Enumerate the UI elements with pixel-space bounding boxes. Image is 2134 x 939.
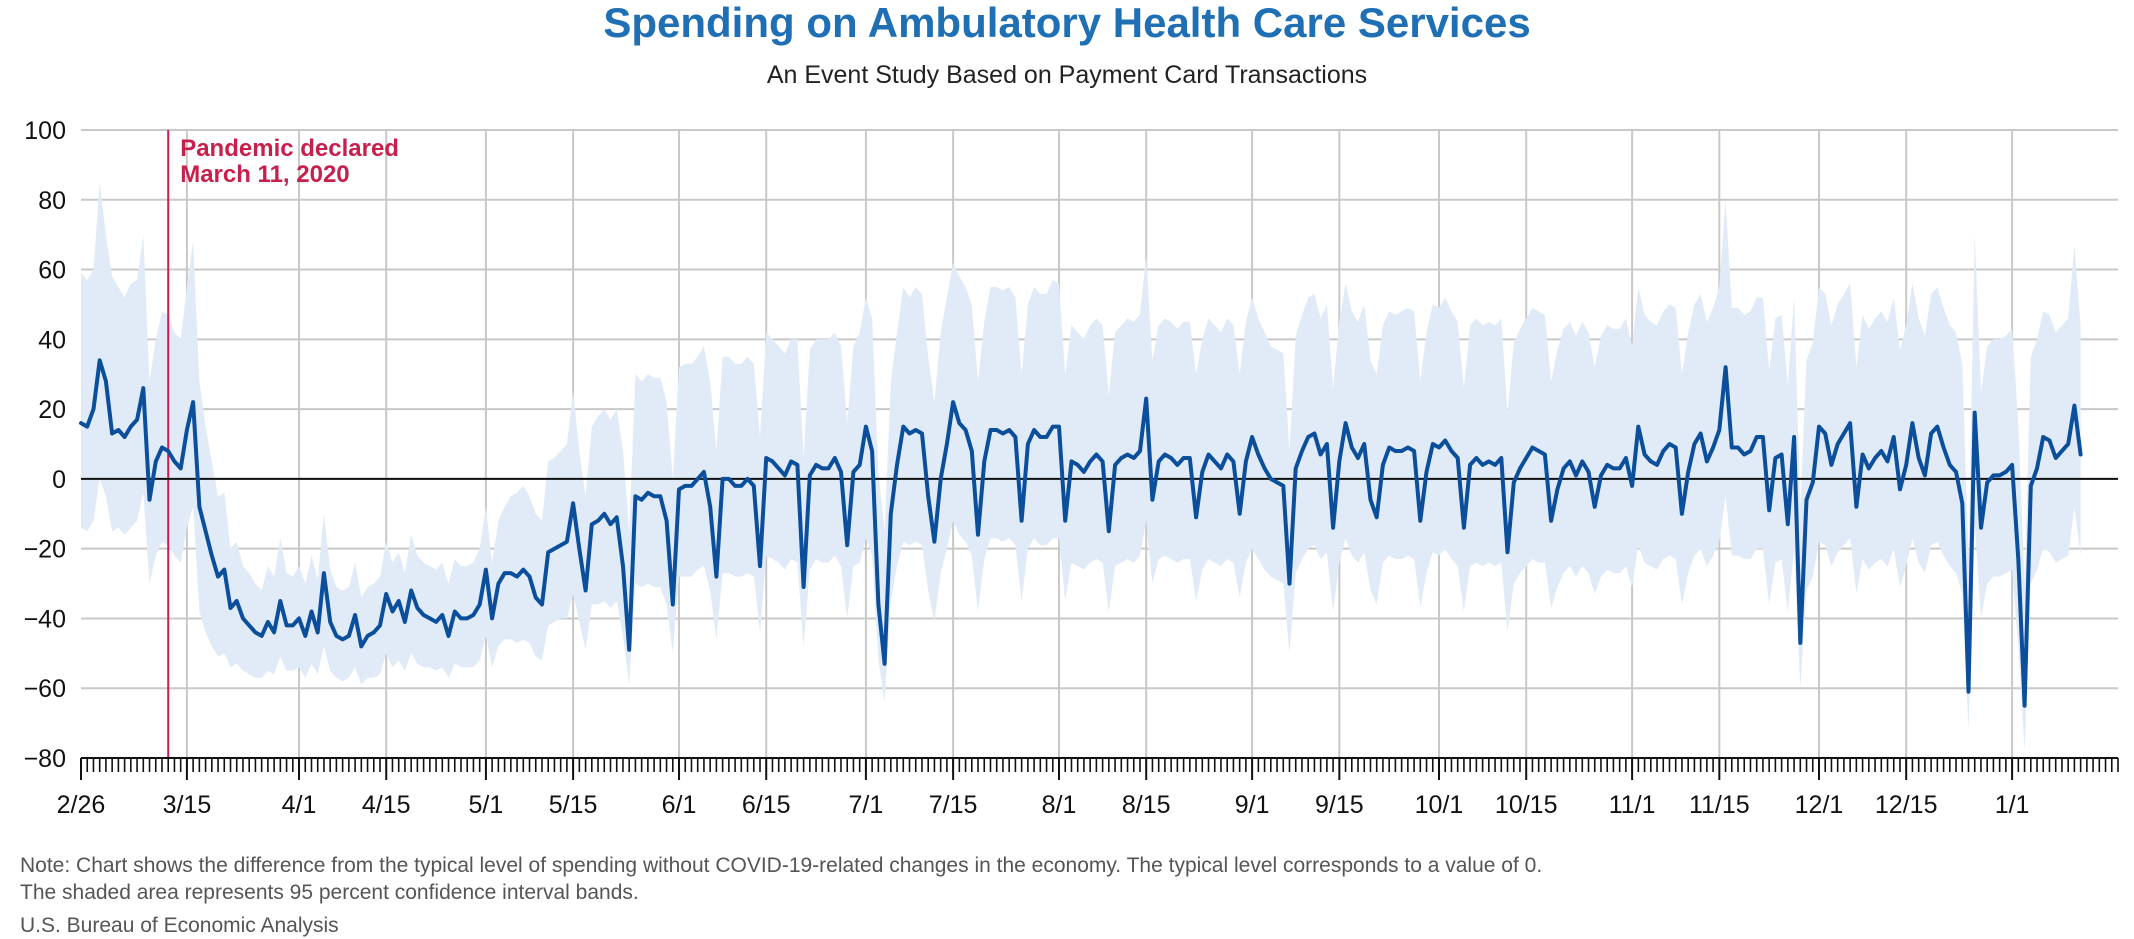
chart-subtitle: An Event Study Based on Payment Card Tra… xyxy=(766,61,1368,89)
x-tick-label: 4/1 xyxy=(282,791,317,819)
y-tick-label: −20 xyxy=(24,536,66,564)
chart-note: Note: Chart shows the difference from th… xyxy=(20,852,1542,906)
x-tick-label: 5/1 xyxy=(469,791,504,819)
x-tick-label: 9/15 xyxy=(1315,791,1364,819)
annotation-line-2: March 11, 2020 xyxy=(180,161,349,188)
x-tick-label: 10/1 xyxy=(1415,791,1464,819)
y-tick-label: 20 xyxy=(38,396,66,424)
series-line xyxy=(79,358,2083,708)
x-tick-label: 12/15 xyxy=(1875,791,1938,819)
x-tick-label: 8/15 xyxy=(1122,791,1171,819)
note-line-2: The shaded area represents 95 percent co… xyxy=(20,881,639,904)
y-tick-label: −40 xyxy=(24,605,66,633)
x-tick-label: 7/1 xyxy=(849,791,884,819)
y-tick-label: 0 xyxy=(52,466,66,494)
y-tick-label: 40 xyxy=(38,326,66,354)
x-tick-label: 2/26 xyxy=(57,791,106,819)
x-tick-label: 5/15 xyxy=(549,791,598,819)
x-tick-label: 12/1 xyxy=(1795,791,1844,819)
x-tick-label: 6/15 xyxy=(742,791,791,819)
x-tick-label: 3/15 xyxy=(163,791,212,819)
y-tick-label: 100 xyxy=(24,117,66,145)
source-credit: U.S. Bureau of Economic Analysis xyxy=(20,914,339,937)
x-tick-label: 9/1 xyxy=(1235,791,1270,819)
x-tick-label: 10/15 xyxy=(1495,791,1558,819)
x-tick-label: 7/15 xyxy=(929,791,978,819)
x-tick-label: 4/15 xyxy=(362,791,411,819)
x-tick-label: 11/1 xyxy=(1609,791,1656,819)
annotation-line-1: Pandemic declared xyxy=(180,135,399,162)
x-tick-label: 11/15 xyxy=(1689,791,1750,819)
x-tick-label: 6/1 xyxy=(662,791,697,819)
x-tick-label: 8/1 xyxy=(1042,791,1077,819)
x-tick-label: 1/1 xyxy=(1995,791,2030,819)
chart-title: Spending on Ambulatory Health Care Servi… xyxy=(603,0,1531,46)
note-line-1: Note: Chart shows the difference from th… xyxy=(20,854,1543,877)
y-tick-label: −80 xyxy=(24,745,66,773)
y-tick-label: −60 xyxy=(24,675,66,703)
y-tick-label: 60 xyxy=(38,257,66,285)
y-tick-label: 80 xyxy=(38,187,66,215)
